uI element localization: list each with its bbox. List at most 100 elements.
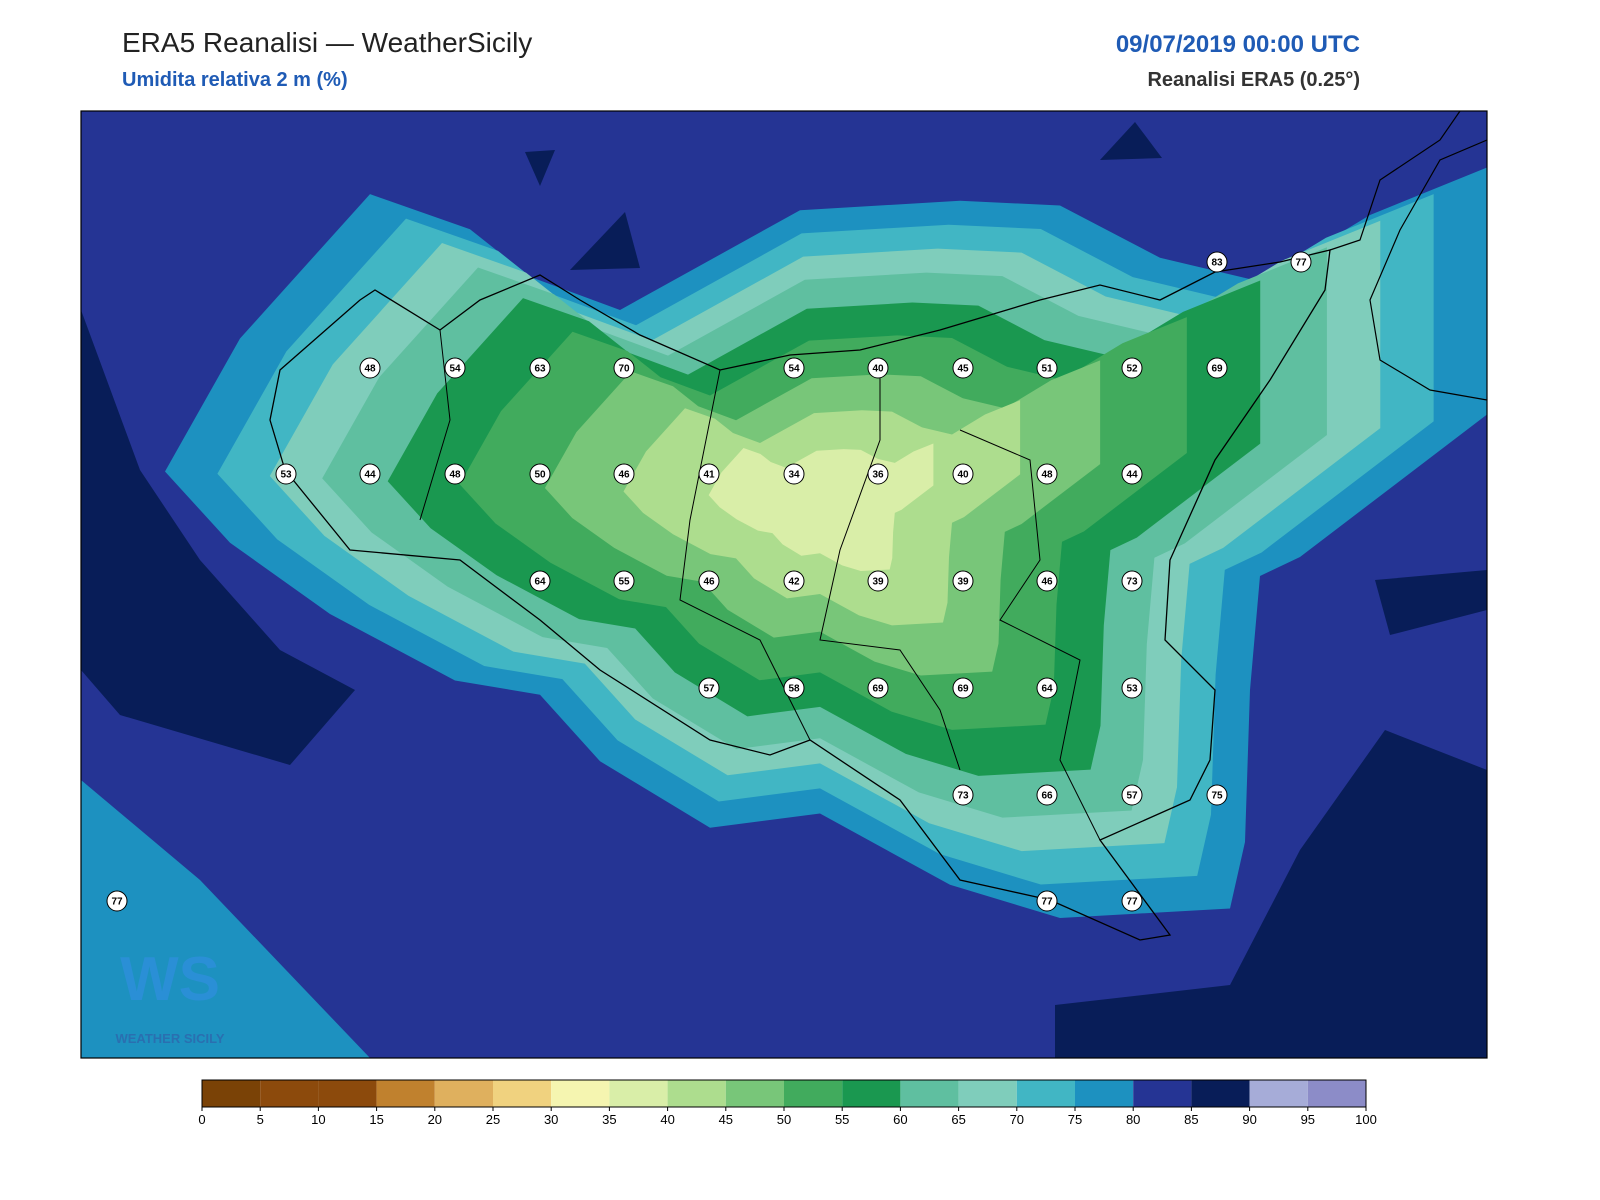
title: ERA5 Reanalisi — WeatherSicily: [122, 27, 532, 58]
logo-name: WEATHER SICILY: [115, 1031, 224, 1046]
colorbar-bin: [1133, 1080, 1192, 1107]
colorbar-bin: [318, 1080, 377, 1107]
station-marker: [952, 357, 974, 379]
station-marker: [1290, 251, 1312, 273]
colorbar-bin: [1075, 1080, 1134, 1107]
colorbar-tick-label: 15: [369, 1112, 383, 1127]
colorbar-tick-label: 20: [428, 1112, 442, 1127]
station-marker: [1121, 357, 1143, 379]
station-value: 45: [957, 364, 969, 375]
station-value: 77: [111, 897, 123, 908]
date: 09/07/2019 00:00 UTC: [1116, 31, 1360, 58]
stations: 83 77 48 54 63 70 54 40 45 51 52 69 53 44 48 50 46 41 34 36…: [106, 251, 1312, 912]
station-marker: [1036, 357, 1058, 379]
colorbar-bin: [725, 1080, 784, 1107]
station-marker: [1036, 677, 1058, 699]
station-value: 42: [788, 577, 800, 588]
station-marker: [698, 570, 720, 592]
station-marker: [1036, 890, 1058, 912]
station-value: 48: [449, 470, 461, 481]
colorbar-tick-label: 45: [719, 1112, 733, 1127]
colorbar: 0 5 10 15 20 25 30 35 40 45 50 55 60 65 70 75 80 85 90 95 10…: [198, 1079, 1377, 1127]
station-value: 39: [957, 577, 969, 588]
station-marker: [359, 357, 381, 379]
colorbar-bin: [434, 1080, 493, 1107]
station-marker: [867, 677, 889, 699]
station-value: 50: [534, 470, 546, 481]
station-value: 69: [1211, 364, 1223, 375]
station-value: 73: [1126, 577, 1138, 588]
station-marker: [952, 463, 974, 485]
station-value: 44: [364, 470, 376, 481]
station-value: 48: [1041, 470, 1053, 481]
station-value: 58: [788, 684, 800, 695]
colorbar-bin: [667, 1080, 726, 1107]
colorbar-tick-label: 90: [1242, 1112, 1256, 1127]
station-value: 64: [534, 577, 546, 588]
station-marker: [952, 570, 974, 592]
station-marker: [698, 463, 720, 485]
colorbar-tick-label: 80: [1126, 1112, 1140, 1127]
colorbar-bin: [784, 1080, 843, 1107]
station-marker: [783, 570, 805, 592]
station-marker: [529, 357, 551, 379]
station-marker: [359, 463, 381, 485]
station-value: 66: [1041, 791, 1053, 802]
station-marker: [613, 570, 635, 592]
station-marker: [529, 463, 551, 485]
station-marker: [867, 570, 889, 592]
station-marker: [783, 357, 805, 379]
station-marker: [698, 677, 720, 699]
station-marker: [1206, 357, 1228, 379]
station-value: 36: [872, 470, 884, 481]
colorbar-tick-label: 95: [1301, 1112, 1315, 1127]
station-value: 69: [957, 684, 969, 695]
colorbar-tick-label: 75: [1068, 1112, 1082, 1127]
station-value: 75: [1211, 791, 1223, 802]
station-value: 41: [703, 470, 715, 481]
colorbar-bin: [551, 1080, 610, 1107]
colorbar-bin: [493, 1080, 552, 1107]
station-marker: [1036, 463, 1058, 485]
station-marker: [952, 784, 974, 806]
station-value: 54: [788, 364, 800, 375]
station-value: 83: [1211, 258, 1223, 269]
station-marker: [867, 463, 889, 485]
station-value: 46: [1041, 577, 1053, 588]
colorbar-tick-label: 10: [311, 1112, 325, 1127]
station-value: 64: [1041, 684, 1053, 695]
colorbar-bin: [1191, 1080, 1250, 1107]
station-marker: [1121, 570, 1143, 592]
colorbar-tick-label: 55: [835, 1112, 849, 1127]
station-value: 70: [618, 364, 630, 375]
colorbar-tick-label: 5: [257, 1112, 264, 1127]
colorbar-tick-label: 85: [1184, 1112, 1198, 1127]
station-marker: [1121, 890, 1143, 912]
station-marker: [106, 890, 128, 912]
colorbar-bin: [260, 1080, 319, 1107]
station-value: 69: [872, 684, 884, 695]
colorbar-tick-label: 40: [660, 1112, 674, 1127]
station-marker: [1121, 784, 1143, 806]
station-marker: [1036, 784, 1058, 806]
station-value: 63: [534, 364, 546, 375]
colorbar-tick-label: 25: [486, 1112, 500, 1127]
station-value: 39: [872, 577, 884, 588]
colorbar-tick-label: 0: [198, 1112, 205, 1127]
station-value: 53: [1126, 684, 1138, 695]
subtitle: Umidita relativa 2 m (%): [122, 69, 348, 91]
station-value: 51: [1041, 364, 1053, 375]
colorbar-bin: [900, 1080, 959, 1107]
station-marker: [1036, 570, 1058, 592]
source: Reanalisi ERA5 (0.25°): [1147, 69, 1360, 91]
colorbar-tick-label: 60: [893, 1112, 907, 1127]
station-value: 57: [1126, 791, 1138, 802]
colorbar-bin: [842, 1080, 901, 1107]
station-marker: [613, 357, 635, 379]
station-marker: [1206, 251, 1228, 273]
station-marker: [1121, 463, 1143, 485]
colorbar-bin: [376, 1080, 435, 1107]
colorbar-tick-label: 100: [1355, 1112, 1377, 1127]
station-marker: [613, 463, 635, 485]
